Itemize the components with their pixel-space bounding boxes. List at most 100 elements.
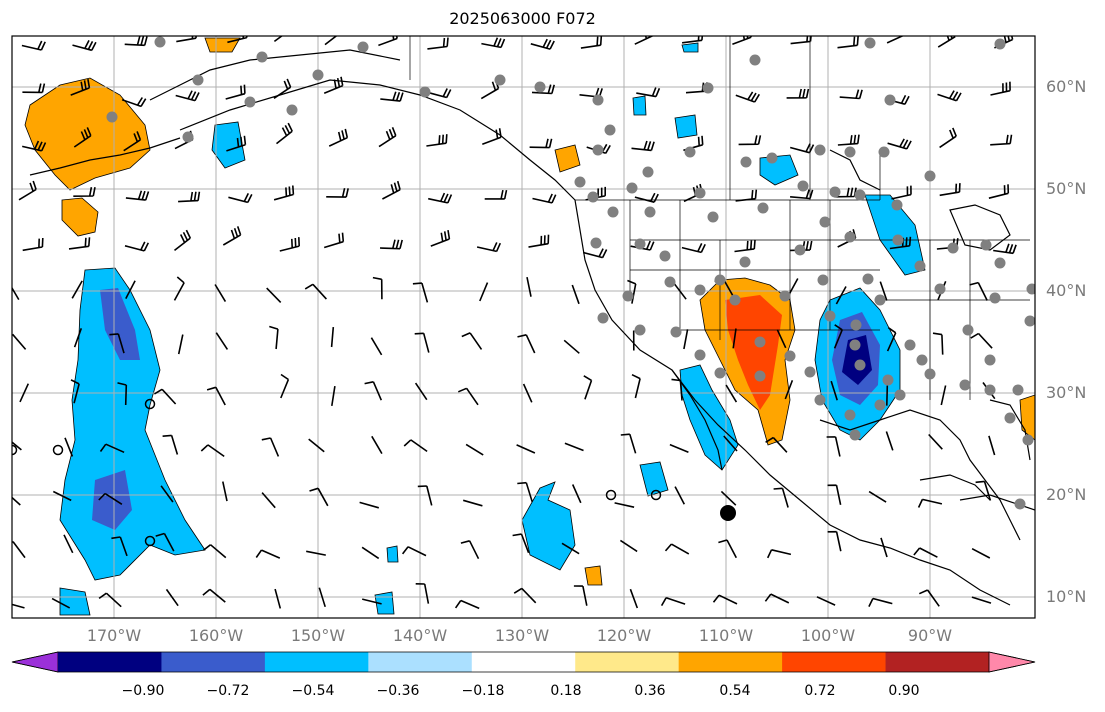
station-dot xyxy=(924,368,936,380)
station-dot xyxy=(1004,412,1016,424)
station-dot xyxy=(904,339,916,351)
wind-barb xyxy=(787,278,799,297)
wind-barb xyxy=(868,597,893,607)
wind-barb xyxy=(971,547,991,559)
wind-barb xyxy=(412,282,429,303)
station-dot xyxy=(854,359,866,371)
wind-barb xyxy=(372,276,383,300)
wind-barb xyxy=(530,38,555,50)
baja-peninsula xyxy=(671,369,723,471)
wind-barb xyxy=(918,589,940,607)
wind-barb xyxy=(529,138,553,149)
wind-barb xyxy=(732,36,752,46)
colorbar-min-extend xyxy=(11,651,59,673)
station-dot xyxy=(891,199,903,211)
station-dot xyxy=(779,290,791,302)
gulf-coast xyxy=(819,409,1021,541)
wind-barb xyxy=(681,243,706,254)
colorbar-tick-label: 0.18 xyxy=(550,683,582,699)
station-dot xyxy=(534,81,546,93)
wind-barb xyxy=(833,324,843,349)
calm-circle xyxy=(605,489,617,501)
wind-barb xyxy=(476,242,502,253)
wind-barb xyxy=(790,189,814,200)
wind-barb xyxy=(522,383,533,403)
wind-barb xyxy=(331,385,336,407)
wind-barb xyxy=(482,128,502,145)
station-dot xyxy=(824,310,836,322)
station-dot xyxy=(754,370,766,382)
wind-barb xyxy=(712,594,738,605)
station-dot xyxy=(244,96,256,108)
wind-barb xyxy=(887,138,912,150)
wind-barb xyxy=(683,329,689,350)
wind-barb xyxy=(620,433,637,454)
wind-barb xyxy=(868,490,887,503)
wind-barb xyxy=(153,388,177,405)
wind-barb xyxy=(22,140,47,152)
wind-barb xyxy=(202,588,226,603)
station-dot xyxy=(884,94,896,106)
wind-barb xyxy=(634,36,654,45)
wind-barb xyxy=(206,386,226,406)
wind-barb xyxy=(12,333,27,350)
wind-barb xyxy=(886,326,897,352)
colorbar-segment xyxy=(264,652,369,672)
wind-barb xyxy=(318,587,326,608)
wind-barb xyxy=(636,87,661,98)
station-dot xyxy=(702,82,714,94)
colorbar-tick-label: −0.36 xyxy=(376,683,420,699)
map-title: 2025063000 F072 xyxy=(449,9,596,28)
wind-barb xyxy=(162,434,179,455)
wind-barb xyxy=(273,185,295,201)
colorbar-segment xyxy=(575,652,680,672)
wind-barb xyxy=(465,443,484,456)
station-dot xyxy=(256,51,268,63)
field-shading xyxy=(24,37,1035,616)
wind-barb xyxy=(124,36,148,47)
lon-label-90w: 90°W xyxy=(907,626,953,645)
station-dot xyxy=(878,146,890,158)
wind-barb xyxy=(827,484,842,505)
station-dot xyxy=(844,409,856,421)
wind-barb xyxy=(306,550,326,556)
wind-barb xyxy=(734,239,756,253)
station-dot xyxy=(694,284,706,296)
wind-barb xyxy=(571,484,582,504)
station-dot xyxy=(494,74,506,86)
station-dot xyxy=(882,374,894,386)
lat-label-50: 50°N xyxy=(1046,179,1087,198)
wind-barb xyxy=(21,40,46,51)
station-dot xyxy=(829,186,841,198)
wind-barb xyxy=(22,83,46,94)
wind-barb xyxy=(664,543,690,555)
wind-barb xyxy=(512,533,530,554)
wind-barb xyxy=(12,496,21,506)
wind-barb xyxy=(124,241,150,252)
station-dot xyxy=(592,94,604,106)
wind-barb xyxy=(880,537,888,558)
wind-barb xyxy=(580,36,603,49)
station-dot xyxy=(622,290,634,302)
wind-barb xyxy=(160,485,174,503)
wind-barb xyxy=(937,90,962,102)
wind-barb xyxy=(462,499,483,507)
wind-barb xyxy=(454,599,480,610)
wind-barb xyxy=(18,180,37,201)
wind-barb xyxy=(582,248,608,259)
colorbar-segment xyxy=(782,652,887,672)
negative-field-region xyxy=(679,364,739,471)
wind-barb xyxy=(255,549,281,559)
wind-barb xyxy=(111,536,128,557)
negative-field-region xyxy=(211,121,246,169)
lon-label-140w: 140°W xyxy=(392,626,448,645)
alaska-coast xyxy=(149,49,401,101)
wind-barb xyxy=(73,127,92,148)
cuba xyxy=(959,494,1035,511)
wind-barb xyxy=(12,540,26,559)
wind-barb xyxy=(718,539,738,559)
lon-label-170w: 170°W xyxy=(86,626,142,645)
wind-barb xyxy=(98,492,123,505)
wind-barb xyxy=(276,122,293,145)
